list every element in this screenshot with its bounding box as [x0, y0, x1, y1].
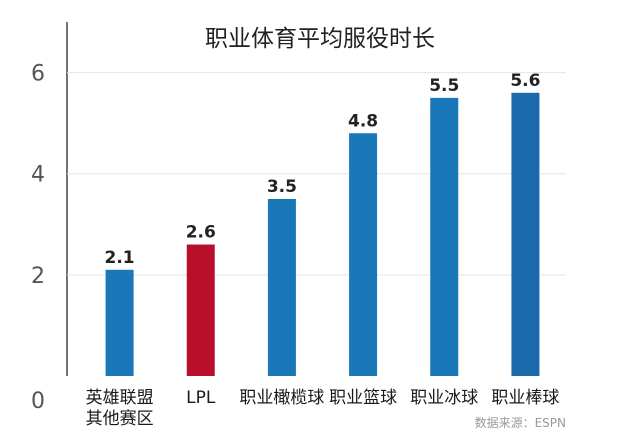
category-label-0: 英雄联盟: [86, 388, 154, 408]
category-label-2: 职业橄榄球: [239, 388, 324, 408]
value-label-3: 4.8: [348, 111, 378, 131]
value-label-5: 5.6: [510, 71, 540, 91]
category-label-1: LPL: [186, 388, 216, 408]
y-tick-label-0: 0: [31, 389, 45, 414]
bar-2: [267, 199, 296, 376]
bar-0: [105, 269, 134, 376]
category-label-5: 职业棒球: [491, 388, 559, 408]
source-note: 数据来源：ESPN: [475, 415, 566, 430]
y-tick-label-4: 4: [31, 163, 45, 188]
value-label-4: 5.5: [429, 76, 459, 96]
y-tick-label-6: 6: [31, 62, 45, 87]
bar-5: [511, 92, 540, 377]
chart-title: 职业体育平均服役时长: [205, 26, 435, 52]
bar-4: [430, 97, 459, 376]
value-label-1: 2.6: [186, 223, 216, 243]
bar-3: [349, 133, 378, 376]
category-label-3: 职业篮球: [329, 388, 397, 408]
gridlines: [67, 72, 566, 276]
value-labels: 2.1 2.6 3.5 4.8 5.5 5.6: [105, 71, 541, 268]
bars: [105, 92, 540, 377]
value-label-0: 2.1: [105, 248, 135, 268]
category-label-4: 职业冰球: [410, 388, 478, 408]
value-label-2: 3.5: [267, 177, 297, 197]
y-tick-label-2: 2: [31, 264, 45, 289]
y-tick-labels: 0 2 4 6: [31, 62, 45, 414]
category-label-0-line2: 其他赛区: [86, 408, 154, 429]
bar-1: [186, 244, 215, 376]
